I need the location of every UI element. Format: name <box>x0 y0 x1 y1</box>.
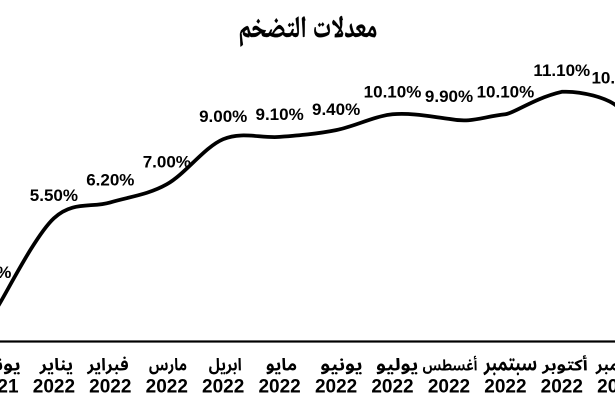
svg-text:2022: 2022 <box>428 377 470 398</box>
svg-text:2022: 2022 <box>597 377 615 398</box>
svg-text:9.10%: 9.10% <box>255 105 303 124</box>
svg-text:6.20%: 6.20% <box>86 170 134 189</box>
svg-text:5.50%: 5.50% <box>30 186 78 205</box>
svg-text:2022: 2022 <box>146 377 188 398</box>
svg-text:10.10%: 10.10% <box>477 82 535 101</box>
svg-text:11.10%: 11.10% <box>533 61 590 80</box>
svg-text:9.40%: 9.40% <box>312 100 360 119</box>
svg-text:9.00%: 9.00% <box>199 107 247 126</box>
svg-text:2022: 2022 <box>258 377 300 398</box>
svg-text:2022: 2022 <box>541 377 583 398</box>
svg-text:2022: 2022 <box>315 377 357 398</box>
svg-text:10.10%: 10.10% <box>591 69 615 88</box>
svg-text:2022: 2022 <box>484 377 526 398</box>
svg-text:2022: 2022 <box>202 377 244 398</box>
svg-text:2022: 2022 <box>371 377 413 398</box>
svg-text:7.00%: 7.00% <box>143 152 191 171</box>
svg-text:10.10%: 10.10% <box>364 82 422 101</box>
svg-text:2022: 2022 <box>33 377 75 398</box>
svg-text:2021: 2021 <box>0 377 19 398</box>
svg-text:9.90%: 9.90% <box>425 87 473 106</box>
svg-text:2022: 2022 <box>89 377 131 398</box>
svg-text:1.80%: 1.80% <box>0 263 11 282</box>
